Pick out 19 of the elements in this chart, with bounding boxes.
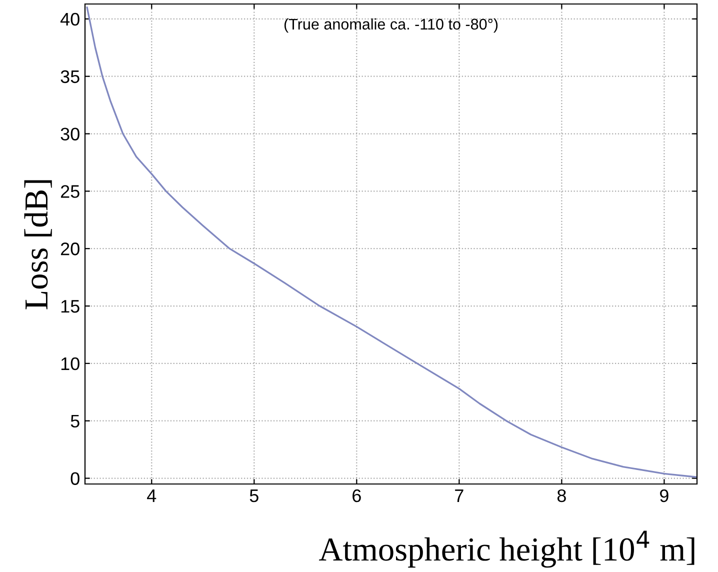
line-series [86,6,697,478]
x-tick-label: 7 [455,490,464,502]
x-axis-title: Atmospheric height [10$^{4}$ m] [318,530,694,568]
y-tick-label: 10 [61,357,80,370]
x-tick-label: 5 [250,490,258,502]
y-tick-label: 30 [60,128,80,140]
y-tick-label: 35 [60,70,80,84]
x-tick-label: 4 [147,490,156,502]
x-tick-label: 8 [557,489,566,502]
y-tick-label: 0 [70,472,80,485]
y-tick-label: 5 [70,414,80,428]
y-axis-title: Loss [dB] [24,180,52,310]
y-tick-label: 20 [60,242,80,256]
y-tick-label: 25 [60,185,80,198]
x-tick-label: 9 [660,489,668,502]
annotation: (True anomalie ca. -110 to -80°) [284,18,498,33]
y-tick-label: 40 [60,12,80,26]
x-tick-label: 6 [352,489,361,502]
y-tick-label: 15 [61,300,80,313]
